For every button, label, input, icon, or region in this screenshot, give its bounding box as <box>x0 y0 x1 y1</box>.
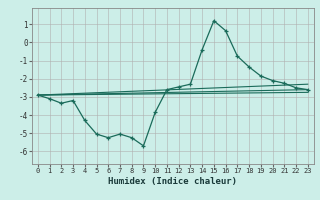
X-axis label: Humidex (Indice chaleur): Humidex (Indice chaleur) <box>108 177 237 186</box>
